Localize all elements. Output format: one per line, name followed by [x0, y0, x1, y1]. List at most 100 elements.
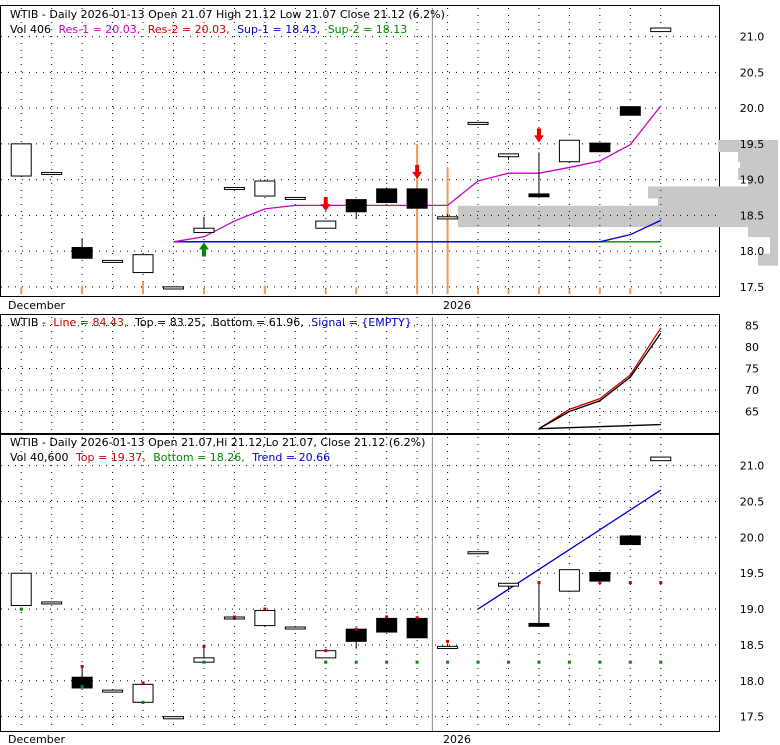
candle: [528, 622, 550, 627]
volume-by-price-bar: [458, 205, 778, 218]
trend-panel-title: WTIB - Daily 2026-01-13 Open 21.07,Hi 21…: [10, 436, 425, 449]
candle: [163, 286, 184, 290]
candle: [589, 572, 611, 582]
price-panel-frame: [0, 5, 720, 297]
volume-bar: [446, 167, 449, 294]
sup1-line: [173, 219, 662, 243]
candle: [406, 617, 428, 639]
candle: [284, 626, 306, 630]
trend-line: [477, 489, 662, 610]
candle: [345, 628, 367, 642]
legend-signal: Signal = {EMPTY}: [311, 316, 412, 329]
candle: [376, 617, 398, 633]
candle: [467, 551, 489, 555]
candle: [254, 180, 276, 197]
legend-res1: Res-1 = 20.03,: [58, 23, 140, 36]
y-tick-label: 18.0: [740, 675, 765, 688]
candle: [650, 456, 672, 462]
candle: [406, 188, 428, 209]
candle: [589, 142, 611, 153]
indicator-line-line: [538, 327, 662, 430]
bottom-marker: [598, 660, 602, 664]
volume-bar: [598, 287, 601, 294]
volume-bar: [629, 288, 632, 294]
y-tick-label: 19.0: [740, 174, 765, 187]
top-marker: [354, 627, 358, 631]
y-tick-label: 20.0: [740, 531, 765, 544]
volume-bar: [263, 285, 266, 294]
volume-by-price-bar: [658, 196, 778, 209]
y-tick-label: 21.0: [740, 31, 765, 44]
candle: [528, 193, 550, 198]
price-panel-legend: Vol 406 Res-1 = 20.03, Res-2 = 20.03, Su…: [10, 23, 407, 36]
legend-trend: Trend = 20.66: [251, 451, 330, 464]
legend-symbol: WTIB -: [10, 316, 46, 329]
candle: [284, 196, 306, 200]
volume-by-price-bar: [718, 139, 778, 152]
top-marker: [446, 639, 450, 643]
top-marker: [232, 615, 236, 619]
candle: [467, 121, 489, 125]
volume-bar: [142, 282, 145, 294]
legend-top: Top = 19.37,: [75, 451, 146, 464]
price-panel: 17.5 18.0 18.5 19.0 19.5 20.0 20.5 21.0 WTIB - …: [0, 5, 778, 312]
y-tick-label: 20.5: [740, 66, 765, 79]
y-tick-label: 75: [745, 363, 759, 376]
volume-bar: [355, 287, 358, 294]
y-tick-label: 21.0: [740, 460, 765, 473]
top-marker: [659, 581, 663, 585]
volume-by-price-bar: [770, 243, 778, 256]
x-label-december: December: [8, 733, 66, 745]
candle: [163, 716, 184, 720]
bottom-marker: [80, 685, 84, 689]
top-marker: [80, 664, 84, 668]
bottom-marker: [567, 660, 571, 664]
indicator-panel: 65 70 75 80 85 WTIB - Line = 84.43, Top = 83…: [0, 314, 759, 434]
x-label-2026: 2026: [443, 299, 471, 312]
y-tick-label: 85: [745, 320, 759, 333]
bottom-marker: [202, 660, 206, 664]
top-marker: [141, 681, 145, 685]
y-tick-label: 20.0: [740, 102, 765, 115]
top-marker: [598, 581, 602, 585]
candle: [315, 220, 337, 229]
bottom-marker: [354, 660, 358, 664]
bottom-marker: [628, 660, 632, 664]
legend-res2: Res-2 = 20.03,: [148, 23, 230, 36]
volume-bar: [20, 287, 23, 294]
bottom-marker: [324, 660, 328, 664]
trend-panel-frame: [0, 434, 720, 732]
bottom-marker: [446, 660, 450, 664]
candle: [650, 27, 672, 33]
volume-by-price-bar: [748, 177, 778, 190]
candle: [619, 535, 641, 546]
candle: [132, 683, 154, 703]
indicator-panel-frame: [0, 314, 720, 434]
trend-panel-legend: Vol 40,600 Top = 19.37, Bottom = 18.26, …: [10, 451, 330, 464]
top-marker: [202, 644, 206, 648]
volume-bar: [507, 289, 510, 294]
legend-bottom: Bottom = 18.26,: [153, 451, 245, 464]
volume-by-price-bar: [748, 225, 778, 238]
candle: [345, 199, 367, 213]
buy-arrow-icon: [198, 242, 209, 257]
trend-panel: 17.5 18.0 18.5 19.0 19.5 20.0 20.5 21.0 WTIB - …: [0, 434, 765, 745]
bottom-marker: [141, 700, 145, 704]
candle: [223, 186, 245, 190]
y-tick-label: 18.0: [740, 245, 765, 258]
indicator-top-line: [538, 332, 662, 430]
y-tick-label: 18.5: [740, 209, 765, 222]
candle: [102, 259, 124, 263]
y-tick-label: 80: [745, 341, 759, 354]
top-marker: [385, 615, 389, 619]
volume-by-price-bar: [648, 186, 778, 199]
volume-bar: [568, 289, 571, 294]
candle: [71, 247, 93, 259]
volume-bar: [477, 289, 480, 294]
candle: [41, 601, 63, 605]
volume-bar: [416, 144, 419, 294]
candle: [558, 139, 580, 163]
top-marker: [537, 581, 541, 585]
legend-volume: Vol 406: [10, 23, 51, 36]
